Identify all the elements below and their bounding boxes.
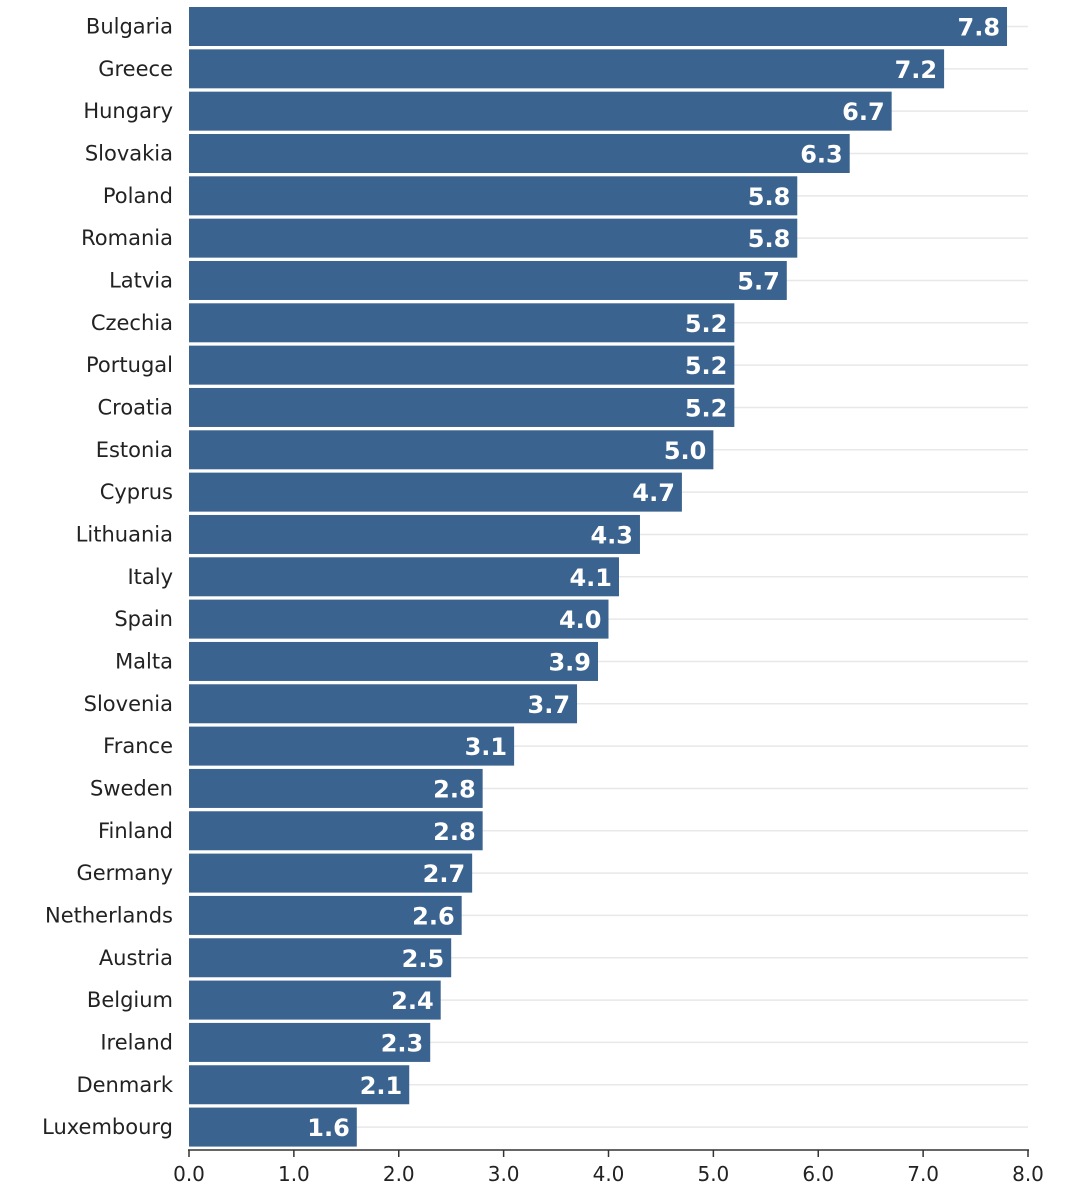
bar-finland — [189, 811, 483, 851]
category-labels: Bulgaria Greece Hungary Slovakia Poland Roman… — [42, 15, 174, 1140]
bar-denmark — [189, 1065, 410, 1105]
bar-malta — [189, 641, 599, 681]
bar-croatia — [189, 387, 735, 427]
value-label: 5.2 — [685, 394, 728, 422]
category-label: Estonia — [96, 438, 173, 462]
bar-ireland — [189, 1022, 431, 1062]
x-tick-label: 1.0 — [278, 1162, 310, 1186]
value-label: 2.7 — [423, 860, 466, 888]
category-label: Belgium — [87, 988, 173, 1012]
category-label: Malta — [115, 649, 173, 673]
category-label: Luxembourg — [42, 1115, 173, 1139]
bar-czechia — [189, 303, 735, 343]
x-tick-label: 6.0 — [802, 1162, 834, 1186]
bar-romania — [189, 218, 798, 258]
bar-lithuania — [189, 514, 640, 554]
bar-estonia — [189, 430, 714, 470]
value-label: 4.7 — [632, 479, 675, 507]
value-label: 2.8 — [433, 775, 476, 803]
x-tick-label: 8.0 — [1012, 1162, 1044, 1186]
category-label: Austria — [99, 946, 173, 970]
value-label: 5.2 — [685, 352, 728, 380]
value-label: 5.0 — [664, 437, 707, 465]
bar-hungary — [189, 91, 892, 131]
bars — [189, 7, 1008, 1147]
x-axis: 0.0 1.0 2.0 3.0 4.0 5.0 6.0 7.0 8.0 — [173, 1149, 1044, 1186]
value-label: 4.3 — [590, 521, 633, 549]
x-tick-label: 7.0 — [907, 1162, 939, 1186]
category-label: Netherlands — [45, 903, 173, 927]
value-label: 2.4 — [391, 987, 434, 1015]
category-label: Bulgaria — [86, 15, 173, 39]
x-tick-label: 2.0 — [383, 1162, 415, 1186]
value-label: 2.5 — [402, 945, 445, 973]
value-label: 7.2 — [895, 56, 938, 84]
category-label: Ireland — [100, 1030, 173, 1054]
value-label: 2.1 — [360, 1072, 403, 1100]
category-label: Denmark — [76, 1073, 173, 1097]
category-label: Cyprus — [100, 480, 173, 504]
value-label: 4.0 — [559, 606, 602, 634]
bar-austria — [189, 938, 452, 978]
x-tick-label: 4.0 — [593, 1162, 625, 1186]
bar-luxembourg — [189, 1107, 357, 1147]
category-label: Portugal — [86, 353, 173, 377]
bar-latvia — [189, 260, 787, 300]
category-label: Germany — [76, 861, 173, 885]
value-label: 1.6 — [307, 1114, 350, 1142]
x-tick-label: 0.0 — [173, 1162, 205, 1186]
value-labels: 7.8 7.2 6.7 6.3 5.8 5.8 5.7 5.2 5.2 5.2 5.0 4.7 4.3 4… — [307, 14, 1000, 1143]
category-label: Greece — [98, 57, 173, 81]
value-label: 3.1 — [465, 733, 508, 761]
bar-italy — [189, 557, 619, 597]
value-label: 5.8 — [748, 183, 791, 211]
category-label: Croatia — [98, 395, 174, 419]
value-label: 7.8 — [958, 14, 1001, 42]
bar-portugal — [189, 345, 735, 385]
value-label: 5.7 — [737, 267, 780, 295]
value-label: 4.1 — [569, 564, 612, 592]
bar-poland — [189, 176, 798, 216]
category-label: Slovenia — [84, 692, 173, 716]
bar-cyprus — [189, 472, 682, 512]
bar-slovenia — [189, 684, 578, 724]
category-label: Romania — [81, 226, 173, 250]
bar-germany — [189, 853, 473, 893]
category-label: Finland — [98, 819, 173, 843]
category-label: Sweden — [90, 776, 173, 800]
value-label: 3.7 — [528, 691, 571, 719]
value-label: 5.2 — [685, 310, 728, 338]
bar-netherlands — [189, 895, 462, 935]
bar-greece — [189, 49, 945, 89]
category-label: France — [103, 734, 173, 758]
x-tick-label: 3.0 — [488, 1162, 520, 1186]
bar-france — [189, 726, 515, 766]
bar-bulgaria — [189, 7, 1008, 46]
value-label: 5.8 — [748, 225, 791, 253]
category-label: Slovakia — [85, 141, 173, 165]
value-label: 2.6 — [412, 902, 455, 930]
value-label: 3.9 — [548, 648, 591, 676]
category-label: Poland — [103, 184, 173, 208]
bar-spain — [189, 599, 609, 639]
category-label: Czechia — [91, 311, 173, 335]
value-label: 2.8 — [433, 818, 476, 846]
bar-sweden — [189, 768, 483, 808]
bar-slovakia — [189, 133, 850, 173]
category-label: Hungary — [83, 99, 173, 123]
category-label: Italy — [127, 565, 173, 589]
value-label: 6.7 — [842, 98, 885, 126]
value-label: 2.3 — [381, 1029, 424, 1057]
category-label: Latvia — [109, 268, 173, 292]
category-label: Spain — [114, 607, 173, 631]
value-label: 6.3 — [800, 140, 843, 168]
category-label: Lithuania — [76, 522, 173, 546]
x-tick-label: 5.0 — [697, 1162, 729, 1186]
bar-belgium — [189, 980, 441, 1020]
